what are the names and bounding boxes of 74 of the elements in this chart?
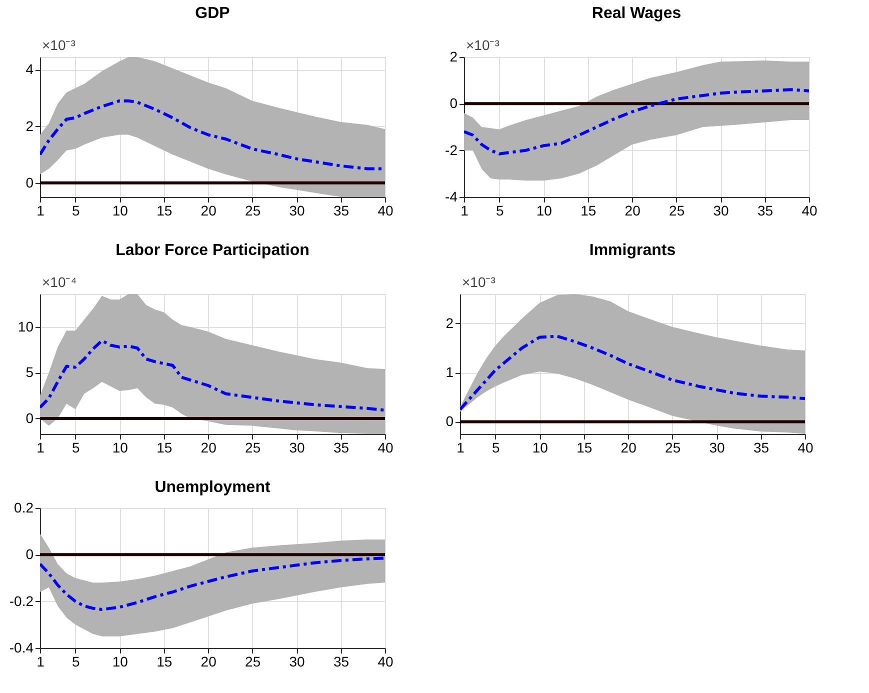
x-tick-label: 25 xyxy=(665,440,681,456)
chart-title: GDP xyxy=(195,5,230,22)
x-tick-label: 20 xyxy=(200,654,217,670)
line-series xyxy=(460,334,805,411)
y-tick-label: -2 xyxy=(445,142,458,158)
x-tick-label: 20 xyxy=(620,440,637,456)
x-tick-label: 40 xyxy=(378,440,394,456)
line-series xyxy=(40,556,385,611)
text: ×10⁻³ xyxy=(462,274,496,290)
x-tick-label: 30 xyxy=(713,202,730,218)
text: ×10⁻³ xyxy=(466,37,500,53)
x-tick-label: 10 xyxy=(536,202,552,218)
x-tick-label: 30 xyxy=(289,202,306,218)
y-tick-label: 0 xyxy=(446,413,454,430)
text: ×10⁻⁴ xyxy=(42,274,77,290)
x-tick-label: 40 xyxy=(378,654,394,670)
x-tick-label: 1 xyxy=(36,440,45,456)
x-tick-label: 40 xyxy=(798,440,814,456)
x-tick-label: 20 xyxy=(200,202,217,218)
x-tick-label: 25 xyxy=(245,654,261,670)
x-tick-label: 5 xyxy=(72,202,80,218)
x-tick-label: 15 xyxy=(576,440,592,456)
y-tick-label: 1 xyxy=(446,364,454,380)
y-tick-label: 0 xyxy=(26,546,34,562)
x-tick-label: 40 xyxy=(378,202,394,218)
x-tick-label: 5 xyxy=(496,202,504,218)
x-tick-label: 35 xyxy=(333,654,350,670)
y-tick-label: 5 xyxy=(26,364,34,380)
y-tick-label: 0 xyxy=(26,174,34,190)
x-tick-label: 15 xyxy=(156,202,172,218)
x-tick-label: 30 xyxy=(289,440,306,456)
x-tick-label: 35 xyxy=(333,440,350,456)
y-tick-label: 0.2 xyxy=(14,500,34,516)
y-tick-label: -0.2 xyxy=(9,592,34,609)
y-tick-label: 0 xyxy=(26,410,34,426)
x-tick-label: 25 xyxy=(669,202,685,218)
x-tick-label: 30 xyxy=(289,654,306,670)
x-tick-label: 35 xyxy=(753,440,770,456)
x-tick-label: 10 xyxy=(532,440,548,456)
x-tick-label: 20 xyxy=(624,202,641,218)
x-tick-label: 5 xyxy=(72,654,80,670)
y-tick-label: -0.4 xyxy=(9,640,34,656)
chart-title: Unemployment xyxy=(154,479,271,496)
x-tick-label: 5 xyxy=(492,440,500,456)
x-tick-label: 35 xyxy=(757,202,774,218)
y-tick-label: 2 xyxy=(26,118,34,134)
line-series xyxy=(40,339,385,412)
y-tick-label: 0 xyxy=(450,95,458,112)
x-tick-label: 1 xyxy=(460,202,469,218)
chart-title: Immigrants xyxy=(589,242,676,259)
x-tick-label: 25 xyxy=(245,440,261,456)
x-tick-label: 10 xyxy=(112,440,128,456)
chart-title: Real Wages xyxy=(592,5,682,22)
y-tick-label: -4 xyxy=(445,188,458,204)
x-tick-label: 40 xyxy=(802,202,818,218)
x-tick-label: 35 xyxy=(333,202,350,218)
text: ×10⁻³ xyxy=(42,37,76,53)
x-tick-label: 15 xyxy=(156,440,172,456)
x-tick-label: 1 xyxy=(36,202,45,218)
x-tick-label: 30 xyxy=(709,440,726,456)
x-tick-label: 25 xyxy=(245,202,261,218)
x-tick-label: 20 xyxy=(200,440,217,456)
y-tick-label: 2 xyxy=(446,314,454,331)
x-tick-label: 15 xyxy=(580,202,596,218)
y-tick-label: 10 xyxy=(18,318,34,334)
x-tick-label: 10 xyxy=(112,654,128,670)
line-series xyxy=(464,88,809,156)
x-tick-label: 10 xyxy=(112,202,128,218)
x-tick-label: 15 xyxy=(156,654,172,670)
y-tick-label: 4 xyxy=(26,61,34,78)
y-tick-label: 2 xyxy=(450,48,458,64)
x-tick-label: 1 xyxy=(36,654,45,670)
x-tick-label: 5 xyxy=(72,440,80,456)
chart-title: Labor Force Participation xyxy=(116,242,310,259)
